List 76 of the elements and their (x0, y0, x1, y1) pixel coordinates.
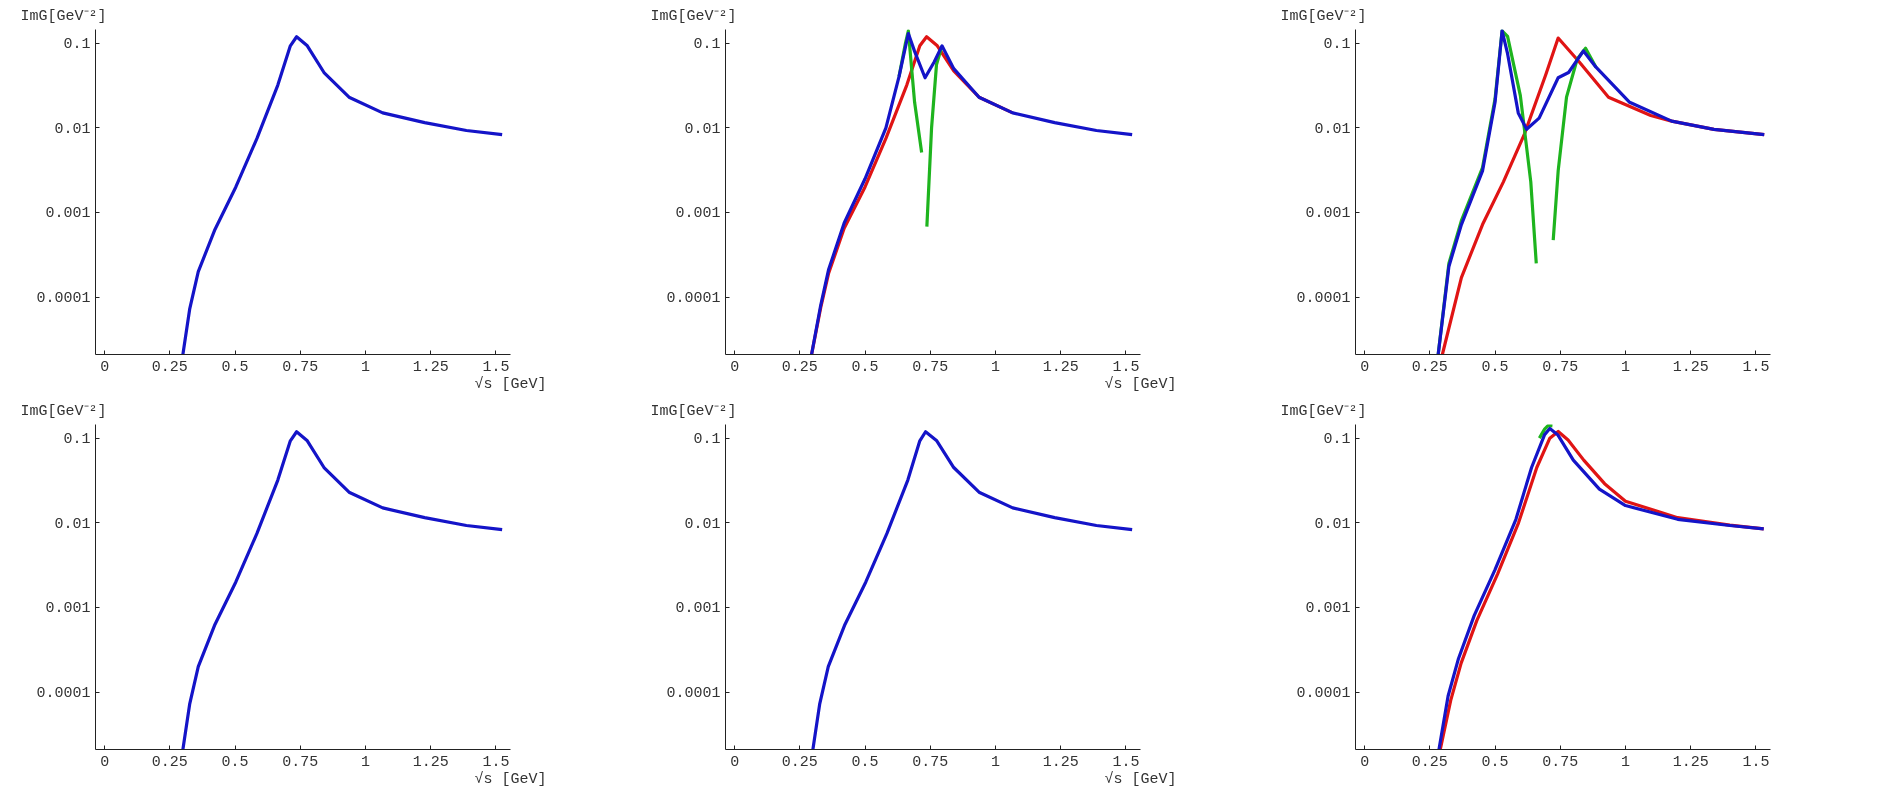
x-tick-label: 0.25 (1411, 358, 1448, 376)
y-tick-label: 0.01 (684, 120, 721, 138)
y-tick-label: 0.001 (1305, 600, 1351, 618)
x-tick-label: 0 (100, 358, 110, 376)
x-tick-label: 0 (730, 358, 740, 376)
y-tick-label: 0.001 (675, 600, 721, 618)
x-tick-label: 0.75 (1542, 358, 1579, 376)
x-tick-label: 0 (730, 753, 740, 771)
x-tick-label: 1 (360, 753, 370, 771)
y-tick-label: 0.001 (1305, 205, 1351, 223)
y-tick-label: 0.1 (63, 36, 91, 54)
x-tick-label: 1.25 (412, 358, 449, 376)
y-tick-label: 0.1 (1323, 431, 1351, 449)
x-axis-title: √s [GeV] (1104, 769, 1177, 788)
x-tick-label: 1.25 (1672, 358, 1709, 376)
x-tick-label: 0.75 (282, 358, 319, 376)
x-tick-label: 1 (990, 358, 1000, 376)
x-tick-label: 0.25 (151, 358, 188, 376)
y-tick-label: 0.1 (63, 431, 91, 449)
x-tick-label: 0.5 (851, 358, 879, 376)
x-tick-label: 0.5 (221, 358, 249, 376)
x-tick-label: 1.5 (482, 753, 510, 771)
y-tick-label: 0.01 (1314, 515, 1351, 533)
y-tick-label: 0.1 (1323, 36, 1351, 54)
x-tick-label: 0.25 (151, 753, 188, 771)
x-tick-label: 1.25 (1042, 358, 1079, 376)
x-tick-label: 0.5 (1481, 358, 1509, 376)
x-tick-label: 1.25 (1042, 753, 1079, 771)
y-tick-label: 0.0001 (666, 290, 721, 308)
x-tick-label: 1.5 (1742, 358, 1770, 376)
y-tick-label: 0.01 (54, 120, 91, 138)
x-tick-label: 1 (1620, 753, 1630, 771)
x-tick-label: 1.5 (1112, 753, 1140, 771)
x-tick-label: 0.5 (851, 753, 879, 771)
x-axis-title: √s [GeV] (474, 769, 547, 788)
y-tick-label: 0.0001 (36, 685, 91, 703)
x-tick-label: 0 (1360, 753, 1370, 771)
y-tick-label: 0.0001 (666, 685, 721, 703)
y-tick-label: 0.001 (45, 205, 91, 223)
x-tick-label: 0.75 (912, 753, 949, 771)
y-tick-label: 0.1 (693, 36, 721, 54)
y-tick-label: 0.1 (693, 431, 721, 449)
y-axis-title: ImG[GeV⁻²] (1280, 7, 1367, 25)
x-tick-label: 0 (100, 753, 110, 771)
y-axis-title: ImG[GeV⁻²] (20, 7, 107, 25)
x-tick-label: 0 (1360, 358, 1370, 376)
x-tick-label: 1 (360, 358, 370, 376)
y-tick-label: 0.0001 (36, 290, 91, 308)
x-tick-label: 1 (990, 753, 1000, 771)
x-tick-label: 1.5 (1112, 358, 1140, 376)
x-tick-label: 0.75 (1542, 753, 1579, 771)
x-tick-label: 1 (1620, 358, 1630, 376)
x-tick-label: 0.25 (781, 753, 818, 771)
y-tick-label: 0.01 (684, 515, 721, 533)
x-tick-label: 0.5 (221, 753, 249, 771)
y-axis-title: ImG[GeV⁻²] (20, 402, 107, 420)
x-tick-label: 0.5 (1481, 753, 1509, 771)
x-tick-label: 1.25 (1672, 753, 1709, 771)
x-tick-label: 0.75 (912, 358, 949, 376)
x-tick-label: 0.75 (282, 753, 319, 771)
y-axis-title: ImG[GeV⁻²] (650, 7, 737, 25)
y-tick-label: 0.01 (1314, 120, 1351, 138)
y-axis-title: ImG[GeV⁻²] (1280, 402, 1367, 420)
y-tick-label: 0.0001 (1296, 685, 1351, 703)
y-tick-label: 0.001 (675, 205, 721, 223)
x-tick-label: 1.25 (412, 753, 449, 771)
x-tick-label: 1.5 (1742, 753, 1770, 771)
y-axis-title: ImG[GeV⁻²] (650, 402, 737, 420)
y-tick-label: 0.001 (45, 600, 91, 618)
x-axis-title: √s [GeV] (474, 374, 547, 393)
y-tick-label: 0.01 (54, 515, 91, 533)
x-tick-label: 0.25 (781, 358, 818, 376)
y-tick-label: 0.0001 (1296, 290, 1351, 308)
x-tick-label: 1.5 (482, 358, 510, 376)
x-axis-title: √s [GeV] (1104, 374, 1177, 393)
x-tick-label: 0.25 (1411, 753, 1448, 771)
